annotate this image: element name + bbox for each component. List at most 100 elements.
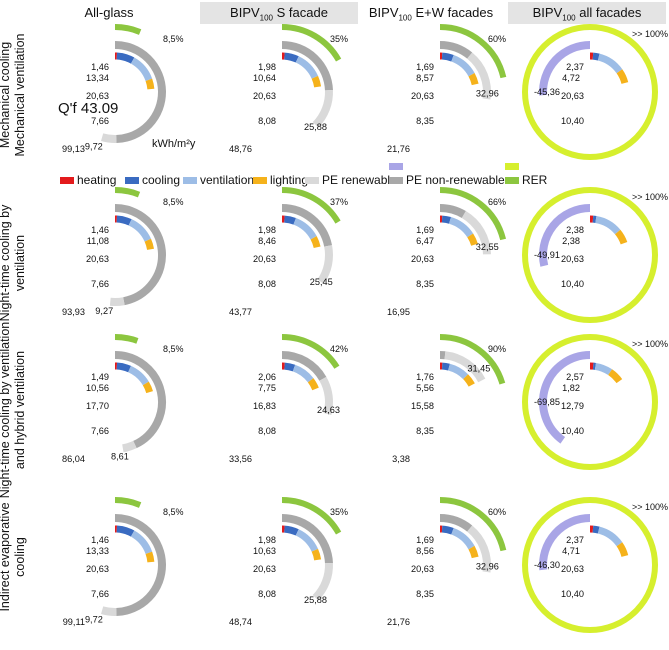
legend-swatch	[60, 177, 74, 185]
bar-lighting	[467, 233, 478, 246]
label-rer: >> 100%	[632, 502, 668, 512]
bar-ventilation	[130, 57, 153, 82]
bar-rer	[439, 334, 506, 385]
header-text: BIPV	[368, 5, 399, 20]
bar-ventilation	[292, 364, 314, 383]
bar-rer	[439, 497, 507, 552]
bar-pe-renewable	[467, 52, 491, 100]
label-heating: 1,49	[91, 372, 109, 382]
bar-pe-nonrenewable	[114, 41, 166, 143]
label-rer: 35%	[330, 34, 348, 44]
column-header-bipv-ew: BIPV100 E+W facades	[352, 2, 510, 24]
bar-pe-nonrenewable-negative	[539, 514, 591, 571]
bar-cooling	[284, 215, 296, 225]
bar-lighting	[145, 78, 155, 90]
bar-ventilation	[595, 216, 621, 235]
label-cooling: 4,72	[562, 73, 580, 83]
bar-pe-renewable	[122, 440, 137, 453]
label-heating: 2,38	[566, 225, 584, 235]
legend-swatch-negative	[389, 163, 403, 170]
legend-swatch	[305, 177, 319, 185]
label-cooling: 8,46	[258, 236, 276, 246]
label-heating: 1,98	[258, 535, 276, 545]
bar-cooling	[592, 52, 600, 61]
legend-label: heating	[77, 173, 117, 187]
bar-rer	[522, 187, 658, 323]
bar-ventilation	[594, 362, 613, 376]
label-cooling: 13,33	[86, 546, 109, 556]
legend: heating cooling ventilation lighting PE …	[0, 163, 669, 188]
label-pe-nonrenewable: 99,11	[63, 617, 85, 627]
label-rer: 90%	[488, 344, 506, 354]
bar-lighting	[144, 238, 154, 250]
label-rer: >> 100%	[632, 339, 668, 349]
label-heating: 1,46	[91, 225, 109, 235]
bar-pe-nonrenewable	[281, 514, 333, 564]
label-lighting: 7,66	[91, 279, 109, 289]
legend-swatch	[253, 177, 267, 185]
bar-rer	[281, 497, 342, 535]
label-lighting: 8,35	[416, 589, 434, 599]
label-ventilation: 12,79	[561, 401, 584, 411]
bar-pe-nonrenewable-negative	[539, 204, 591, 267]
label-ventilation: 20,63	[561, 254, 584, 264]
label-pe-renewable: 32,55	[476, 242, 499, 252]
legend-label: ventilation	[200, 173, 255, 187]
label-lighting: 10,40	[561, 116, 584, 126]
bar-ventilation	[295, 56, 319, 79]
bar-cooling	[284, 362, 296, 372]
label-ventilation: 20,63	[561, 91, 584, 101]
label-heating: 1,46	[91, 62, 109, 72]
legend-item-rer: RER	[505, 163, 547, 188]
label-pe-renewable: 32,96	[476, 562, 499, 572]
bar-ventilation	[597, 526, 623, 547]
bar-rer	[114, 497, 142, 508]
bar-ventilation	[447, 363, 469, 380]
label-ventilation: 20,63	[253, 564, 276, 574]
legend-item-pe-renewable: PE renewable	[305, 172, 397, 188]
label-lighting: 8,08	[258, 589, 276, 599]
label-pe-renewable: 24,63	[317, 405, 340, 415]
label-ventilation: 20,63	[86, 564, 109, 574]
label-rer: 66%	[488, 197, 506, 207]
bar-rer	[281, 24, 342, 62]
bar-ventilation	[451, 54, 475, 77]
label-rer: >> 100%	[632, 192, 668, 202]
bar-pe-nonrenewable	[281, 41, 333, 91]
label-heating: 2,57	[566, 372, 584, 382]
label-heating: 2,37	[566, 535, 584, 545]
label-pe-nonrenewable: 99,13	[62, 144, 85, 154]
label-pe-nonrenewable: 93,93	[62, 307, 85, 317]
label-rer: 8,5%	[163, 507, 184, 517]
label-heating: 2,37	[566, 62, 584, 72]
column-header-bipv-s: BIPV100 S facade	[200, 2, 358, 24]
header-tail: E+W facades	[411, 5, 494, 20]
bar-pe-renewable	[461, 211, 491, 255]
bar-cooling	[441, 525, 454, 535]
bar-cooling	[592, 525, 600, 534]
bar-lighting	[463, 374, 475, 387]
bar-cooling	[116, 362, 131, 373]
label-lighting: 8,08	[258, 426, 276, 436]
label-pe-renewable: 31,45	[467, 363, 490, 373]
label-ventilation: 20,63	[411, 91, 434, 101]
bar-ventilation	[597, 53, 623, 74]
label-pe-nonrenewable: -45,36	[534, 87, 560, 97]
header-subscript: 100	[562, 13, 576, 23]
legend-swatch	[125, 177, 139, 185]
bar-cooling	[284, 52, 299, 63]
bar-pe-nonrenewable	[114, 514, 167, 616]
label-lighting: 8,08	[258, 279, 276, 289]
label-cooling: 10,56	[86, 383, 109, 393]
label-cooling: 8,56	[416, 546, 434, 556]
label-ventilation: 15,58	[411, 401, 434, 411]
label-pe-nonrenewable: -69,85	[534, 397, 560, 407]
label-rer: 60%	[488, 34, 506, 44]
header-text: BIPV	[532, 5, 563, 20]
bar-lighting	[468, 72, 479, 86]
legend-label: cooling	[142, 173, 181, 187]
column-header-all-glass: All-glass	[30, 2, 188, 24]
label-lighting: 10,40	[561, 426, 584, 436]
label-ventilation: 16,83	[253, 401, 276, 411]
label-ventilation: 20,63	[253, 91, 276, 101]
